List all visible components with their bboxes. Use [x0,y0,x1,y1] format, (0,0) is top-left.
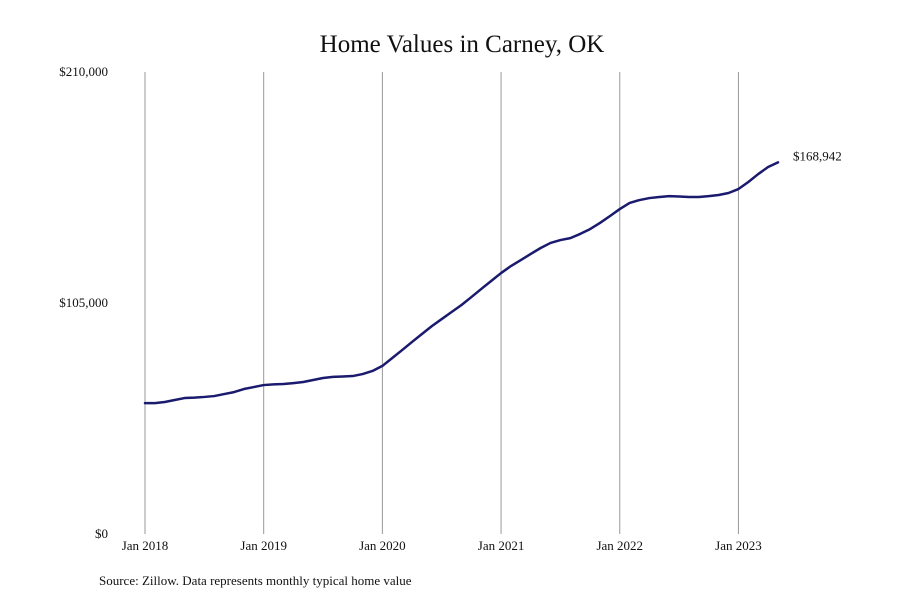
x-tick-label: Jan 2022 [596,538,643,553]
x-tick-label: Jan 2019 [240,538,287,553]
y-tick-label: $0 [95,526,108,541]
y-tick-label: $105,000 [59,295,108,310]
chart-title: Home Values in Carney, OK [320,31,605,58]
x-tick-label: Jan 2021 [478,538,525,553]
source-note: Source: Zillow. Data represents monthly … [99,573,412,588]
x-tick-label: Jan 2018 [122,538,169,553]
y-tick-label: $210,000 [59,64,108,79]
x-tick-label: Jan 2023 [715,538,762,553]
line-series [143,161,780,405]
data-label: $168,942 [793,148,842,163]
x-tick-label: Jan 2020 [359,538,406,553]
